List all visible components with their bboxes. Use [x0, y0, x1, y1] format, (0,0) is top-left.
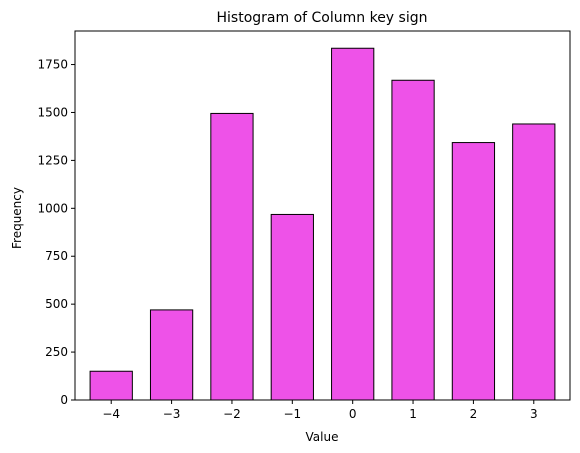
bar-−2 [210, 112, 254, 401]
y-tick-label: 1500 [37, 105, 68, 119]
chart-title: Histogram of Column key sign [217, 10, 428, 26]
bar-−3 [149, 309, 194, 401]
bars-group [89, 47, 556, 401]
x-tick-label: −2 [223, 407, 241, 421]
y-tick-label: 750 [45, 249, 68, 263]
bar-−4 [89, 370, 133, 401]
x-axis-ticks: −4 −3 −2 −1 0 1 2 3 [102, 400, 538, 421]
x-tick-label: 2 [470, 407, 478, 421]
x-tick-label: −4 [102, 407, 120, 421]
bar-2 [451, 142, 496, 401]
y-tick-label: 1000 [37, 201, 68, 215]
y-tick-label: 500 [45, 297, 68, 311]
y-tick-label: 0 [60, 393, 68, 407]
bar-3 [512, 123, 556, 401]
x-tick-label: 1 [409, 407, 417, 421]
y-tick-label: 1750 [37, 58, 68, 72]
plot-frame [74, 30, 571, 401]
y-tick-label: 250 [45, 345, 68, 359]
bar-−1 [270, 213, 314, 401]
y-tick-label: 1250 [37, 153, 68, 167]
x-tick-label: −1 [283, 407, 301, 421]
y-axis-ticks: 0 250 500 750 1000 1250 1500 1750 [37, 58, 75, 407]
x-tick-label: −3 [163, 407, 181, 421]
x-tick-label: 0 [349, 407, 357, 421]
x-tick-label: 3 [530, 407, 538, 421]
bar-1 [391, 79, 435, 401]
y-axis-label: Frequency [10, 187, 24, 249]
bar-0 [331, 47, 375, 401]
x-axis-label: Value [306, 430, 339, 444]
